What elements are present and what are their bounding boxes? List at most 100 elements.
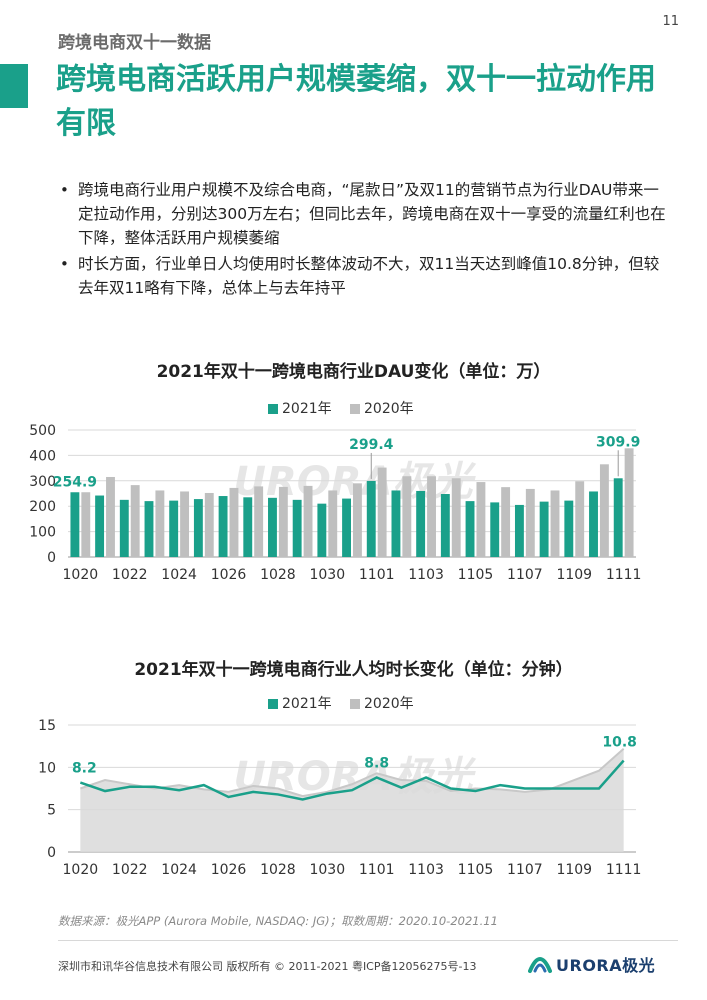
y-tick-label: 15 xyxy=(38,718,56,734)
bar-2021 xyxy=(243,497,253,557)
bar-2021 xyxy=(539,501,549,557)
bullet-text: 跨境电商行业用户规模不及综合电商，“尾款日”及双11的营销节点为行业DAU带来一… xyxy=(78,181,666,247)
x-tick-label: 1026 xyxy=(211,567,247,583)
y-tick-label: 400 xyxy=(29,448,56,464)
title-accent-bar xyxy=(0,64,28,108)
area-2020 xyxy=(80,748,624,852)
data-label: 8.8 xyxy=(364,755,389,771)
bar-2021 xyxy=(589,491,598,557)
bar-2020 xyxy=(377,467,387,557)
bar-2021 xyxy=(144,501,154,557)
bar-2021 xyxy=(490,502,500,557)
bar-2020 xyxy=(624,448,634,557)
bar-2020 xyxy=(451,478,461,557)
legend: 2021年 2020年 xyxy=(268,696,414,712)
bullet-item: • 跨境电商行业用户规模不及综合电商，“尾款日”及双11的营销节点为行业DAU带来… xyxy=(60,178,670,250)
bar-2021 xyxy=(95,495,105,557)
bar-2020 xyxy=(155,490,165,557)
duration-chart-title: 2021年双十一跨境电商行业人均时长变化（单位：分钟） xyxy=(134,660,573,680)
bar-2020 xyxy=(550,490,560,557)
y-tick-label: 100 xyxy=(29,525,56,541)
bar-2021 xyxy=(268,497,277,557)
source-note: 数据来源：极光APP (Aurora Mobile, NASDAQ: JG)；取… xyxy=(58,914,498,928)
data-label: 8.2 xyxy=(72,761,97,777)
bar-2020 xyxy=(575,481,585,557)
bar-2021 xyxy=(70,492,80,557)
x-tick-label: 1103 xyxy=(408,567,444,583)
legend-swatch-2021 xyxy=(268,404,278,414)
x-tick-label: 1109 xyxy=(556,862,592,878)
bar-2021 xyxy=(119,499,129,557)
brand-logo-text: URORA极光 xyxy=(556,956,656,975)
y-tick-label: 10 xyxy=(38,760,56,776)
bullet-item: • 时长方面，行业单日人均使用时长整体波动不大，双11当天达到峰值10.8分钟，但… xyxy=(60,252,670,300)
bar-2020 xyxy=(180,491,190,557)
line-2021 xyxy=(79,759,625,801)
bar-2020 xyxy=(130,485,140,557)
y-tick-label: 0 xyxy=(47,845,56,861)
bar-2020 xyxy=(427,476,436,557)
data-label: 254.9 xyxy=(53,474,97,490)
bar-2020 xyxy=(402,476,412,557)
bullet-dot-icon: • xyxy=(60,181,69,199)
dau-chart-title: 2021年双十一跨境电商行业DAU变化（单位：万） xyxy=(156,362,551,382)
x-tick-label: 1111 xyxy=(606,862,642,878)
bar-2021 xyxy=(366,480,376,557)
legend-swatch-2020 xyxy=(350,404,360,414)
bar-2020 xyxy=(501,487,511,557)
bar-2021 xyxy=(218,496,228,557)
x-tick-label: 1026 xyxy=(211,862,247,878)
x-tick-label: 1105 xyxy=(458,567,494,583)
bar-2021 xyxy=(613,478,623,557)
legend-swatch-2020 xyxy=(350,699,360,709)
y-tick-label: 0 xyxy=(47,550,56,566)
footer-divider xyxy=(58,940,678,941)
x-tick-label: 1101 xyxy=(359,862,395,878)
section-label: 跨境电商双十一数据 xyxy=(58,33,211,53)
data-label: 10.8 xyxy=(602,735,637,751)
x-tick-label: 1107 xyxy=(507,862,543,878)
y-tick-label: 200 xyxy=(29,499,56,515)
x-tick-label: 1111 xyxy=(606,567,642,583)
x-tick-label: 1030 xyxy=(309,862,345,878)
bar-2020 xyxy=(303,485,313,557)
bar-2021 xyxy=(465,501,475,557)
bar-2021 xyxy=(342,498,351,557)
bar-2021 xyxy=(169,500,179,557)
bar-2020 xyxy=(353,483,362,557)
data-label: 309.9 xyxy=(596,434,640,450)
bar-2020 xyxy=(204,492,214,557)
x-tick-label: 1107 xyxy=(507,567,543,583)
x-tick-label: 1022 xyxy=(112,567,148,583)
x-tick-label: 1028 xyxy=(260,862,296,878)
bar-2020 xyxy=(278,486,288,557)
y-tick-label: 300 xyxy=(29,474,56,490)
x-tick-label: 1101 xyxy=(359,567,395,583)
y-tick-label: 500 xyxy=(29,423,56,439)
legend-label-2020: 2020年 xyxy=(364,401,414,417)
x-tick-label: 1028 xyxy=(260,567,296,583)
data-label: 299.4 xyxy=(349,437,394,453)
bar-2020 xyxy=(254,486,264,557)
bar-2021 xyxy=(440,494,450,557)
aurora-logo-icon xyxy=(528,957,552,973)
bar-2020 xyxy=(81,492,91,557)
bar-2021 xyxy=(193,499,203,557)
bar-2020 xyxy=(599,464,609,557)
legend: 2021年 2020年 xyxy=(268,401,414,417)
x-tick-label: 1109 xyxy=(556,567,592,583)
legend-label-2021: 2021年 xyxy=(282,696,332,712)
copyright-text: 深圳市和讯华谷信息技术有限公司 版权所有 © 2011-2021 粤ICP备12… xyxy=(58,960,477,973)
x-tick-label: 1105 xyxy=(458,862,494,878)
legend-label-2020: 2020年 xyxy=(364,696,414,712)
bar-2020 xyxy=(328,490,338,557)
line-2020 xyxy=(80,747,625,798)
brand-logo: URORA极光 xyxy=(528,952,655,976)
bar-2020 xyxy=(106,476,115,557)
legend-swatch-2021 xyxy=(268,699,278,709)
x-tick-label: 1020 xyxy=(63,862,99,878)
bar-2021 xyxy=(514,504,524,557)
x-tick-label: 1024 xyxy=(161,567,197,583)
